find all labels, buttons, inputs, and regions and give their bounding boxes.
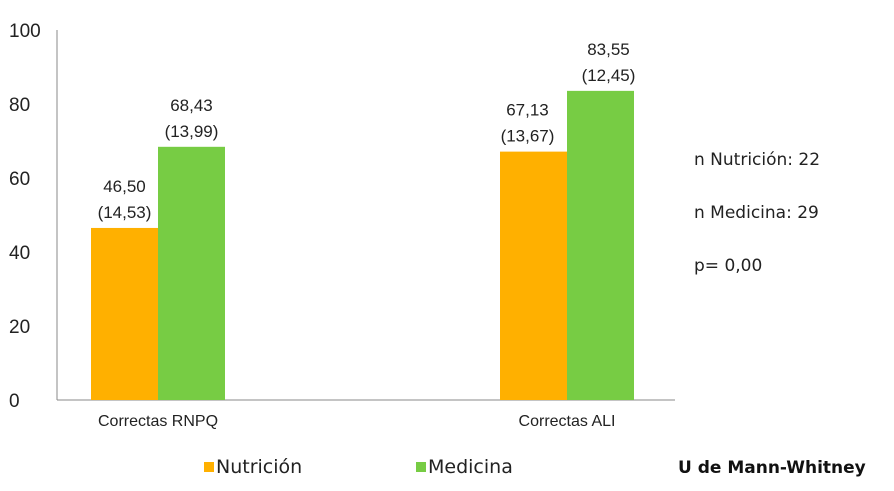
p-value-note: p= 0,00: [694, 256, 763, 276]
bar-medicina-1: [567, 90, 634, 401]
y-tick-label: 20: [9, 317, 30, 338]
legend-label-nutricion: Nutrición: [216, 456, 303, 478]
data-label: 67,13: [506, 101, 549, 120]
legend-item-medicina: Medicina: [416, 456, 513, 478]
y-tick-label: 0: [9, 391, 20, 412]
y-tick-label: 80: [9, 95, 30, 116]
data-label: (13,99): [165, 122, 219, 141]
bar-medicina-0: [158, 146, 225, 400]
data-label: (12,45): [582, 66, 636, 85]
bar-nutricin-1: [500, 151, 567, 400]
test-name-label: U de Mann-Whitney: [678, 458, 866, 478]
y-tick-label: 60: [9, 169, 30, 190]
n-medicina-note: n Medicina: 29: [694, 203, 819, 223]
data-label: 83,55: [587, 40, 630, 59]
y-tick-label: 100: [9, 21, 41, 42]
legend-swatch-medicina: [416, 462, 426, 472]
y-tick-label: 40: [9, 243, 30, 264]
bar-nutricin-0: [91, 227, 158, 400]
data-label: (14,53): [98, 203, 152, 222]
data-label: 68,43: [170, 96, 213, 115]
legend-swatch-nutricion: [204, 462, 214, 472]
data-label: (13,67): [501, 127, 555, 146]
legend-label-medicina: Medicina: [428, 456, 513, 478]
category-label: Correctas ALI: [519, 413, 616, 430]
n-nutricion-note: n Nutrición: 22: [694, 150, 821, 170]
category-label: Correctas RNPQ: [98, 413, 218, 430]
legend-item-nutricion: Nutrición: [204, 456, 302, 478]
data-label: 46,50: [103, 177, 146, 196]
